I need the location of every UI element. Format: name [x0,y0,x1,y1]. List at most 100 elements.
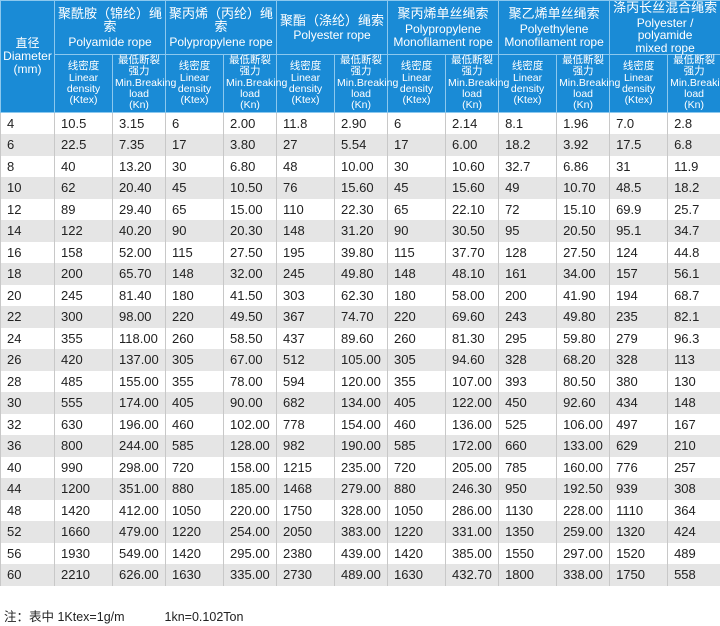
value-cell: 20.30 [223,220,277,242]
diameter-cell: 4 [0,112,55,134]
value-cell: 2.90 [334,112,388,134]
value-cell: 41.90 [556,284,610,306]
column-title-en: Linear density [288,71,323,95]
value-cell: 1520 [609,542,668,564]
value-cell: 279.00 [334,478,388,500]
value-cell: 11.9 [667,155,720,177]
value-cell: 305 [387,349,446,371]
value-cell: 155.00 [111,370,166,392]
value-cell: 48.5 [609,177,668,199]
column-title-en: (Ktex) [180,93,209,106]
value-cell: 22.30 [334,198,388,220]
group-header: 聚酰胺（锦纶）绳索 Polyamide rope [53,0,167,56]
diameter-cell: 8 [0,155,55,177]
group-title-en: Polypropylene rope [169,35,273,50]
value-cell: 161 [498,263,557,285]
value-cell: 62 [54,177,113,199]
value-cell: 190.00 [334,435,388,457]
diameter-cell: 10 [0,177,55,199]
column-header: 线密度 Linear density (Ktex) [276,54,336,113]
column-title-en: load [129,88,149,101]
column-title-en: Linear density [177,71,212,95]
value-cell: 1.96 [556,112,610,134]
data-row: 30 555 174.00 405 90.00 682 134.00 405 122.00 450… [0,392,720,414]
data-row: 26 420 137.00 305 67.00 512 105.00 305 94.60 328 6… [0,349,720,371]
value-cell: 220 [165,306,224,328]
value-cell: 94.60 [445,349,499,371]
data-row: 14 122 40.20 90 20.30 148 31.20 90 30.50 95 20.50 9… [0,220,720,242]
value-cell: 295.00 [223,542,277,564]
column-title-en: Min.Breaking [337,77,399,90]
value-cell: 6 [165,112,224,134]
column-title-zh: 最低断裂强力 [673,54,716,78]
value-cell: 1050 [387,499,446,521]
value-cell: 1468 [276,478,335,500]
value-cell: 82.1 [667,306,720,328]
value-cell: 180 [165,284,224,306]
column-title-zh: 线密度 [67,59,100,72]
diameter-cell: 22 [0,306,55,328]
value-cell: 335.00 [223,564,277,586]
value-cell: 45 [165,177,224,199]
rope-table: 直径 Diameter (mm) 聚酰胺（锦纶）绳索 Polyamide rope 聚丙烯… [0,0,720,586]
value-cell: 122.00 [445,392,499,414]
diameter-cell: 6 [0,134,55,156]
value-cell: 338.00 [556,564,610,586]
column-title-en: (Kn) [684,99,704,112]
value-cell: 31 [609,155,668,177]
column-title-zh: 最低断裂强力 [118,54,160,78]
value-cell: 351.00 [111,478,166,500]
value-cell: 30.50 [445,220,499,242]
value-cell: 8.1 [498,112,557,134]
value-cell: 3.80 [223,134,277,156]
value-cell: 17.5 [609,134,668,156]
value-cell: 49.80 [556,306,610,328]
value-cell: 295 [498,327,557,349]
group-header: 涤丙长丝混合绳索 Polyester / polyamide mixed rope [609,0,720,56]
value-cell: 15.10 [556,198,610,220]
value-cell: 56.1 [667,263,720,285]
group-title-zh: 聚乙烯单丝绳索 [508,6,600,22]
value-cell: 720 [387,456,446,478]
value-cell: 27.50 [556,241,610,263]
column-title-en: (Ktex) [291,93,320,106]
data-row: 28 485 155.00 355 78.00 594 120.00 355 107.00 393… [0,370,720,392]
value-cell: 1110 [609,499,668,521]
diameter-cell: 56 [0,542,55,564]
value-cell: 2.14 [445,112,499,134]
value-cell: 245 [54,284,113,306]
value-cell: 1630 [165,564,224,586]
value-cell: 785 [498,456,557,478]
value-cell: 15.00 [223,198,277,220]
data-row: 18 200 65.70 148 32.00 245 49.80 148 48.10 161 34.… [0,263,720,285]
value-cell: 682 [276,392,335,414]
value-cell: 90.00 [223,392,277,414]
value-cell: 383.00 [334,521,388,543]
group-title-zh: 涤丙长丝混合绳索 [613,0,718,15]
value-cell: 72 [498,198,557,220]
value-cell: 98.00 [111,306,166,328]
value-cell: 48.10 [445,263,499,285]
value-cell: 200 [54,263,113,285]
value-cell: 778 [276,413,335,435]
value-cell: 185.00 [223,478,277,500]
group-title-en: Polypropylene [405,21,482,36]
column-title-en: (Kn) [129,99,149,112]
column-title-zh: 线密度 [178,59,211,72]
value-cell: 328 [498,349,557,371]
value-cell: 49.50 [223,306,277,328]
value-cell: 81.30 [445,327,499,349]
value-cell: 102.00 [223,413,277,435]
value-cell: 134.00 [334,392,388,414]
header-line: Diameter [3,48,52,63]
value-cell: 2.00 [223,112,277,134]
diameter-cell: 40 [0,456,55,478]
value-cell: 1660 [54,521,113,543]
column-header: 线密度 Linear density (Ktex) [609,54,669,113]
footnote-text: 1kn=0.102Ton [164,610,244,624]
value-cell: 11.8 [276,112,335,134]
diameter-cell: 18 [0,263,55,285]
value-cell: 308 [667,478,720,500]
value-cell: 172.00 [445,435,499,457]
